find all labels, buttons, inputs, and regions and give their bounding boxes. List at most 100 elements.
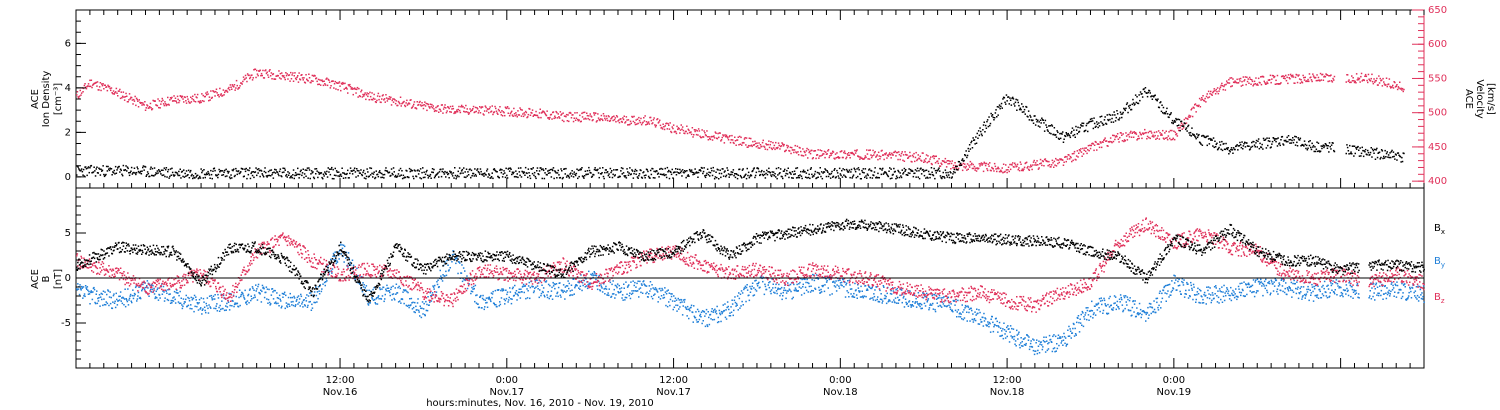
density-series-point <box>353 169 355 171</box>
density-series-point <box>440 168 442 171</box>
density-series-point <box>401 170 403 172</box>
by-series-point <box>460 272 463 274</box>
density-series-point <box>1139 91 1142 93</box>
density-series-point <box>757 168 760 170</box>
by-series-point <box>118 295 120 298</box>
velocity-series-point <box>615 115 618 117</box>
velocity-series-point <box>1005 169 1008 171</box>
density-series-point <box>135 171 138 174</box>
density-series-point <box>914 169 917 171</box>
density-series-point <box>1248 149 1251 151</box>
by-series-point <box>293 297 296 299</box>
velocity-series-point <box>966 169 968 171</box>
by-series-point <box>680 299 683 301</box>
by-series-point <box>325 281 327 283</box>
by-series-point <box>675 299 678 301</box>
velocity-series-point <box>1220 84 1222 87</box>
density-series-point <box>516 173 518 175</box>
by-series-point <box>470 290 473 292</box>
velocity-series-point <box>1209 92 1211 95</box>
density-series-point <box>397 175 399 177</box>
velocity-series-point <box>1021 168 1024 170</box>
velocity-series-point <box>1292 76 1295 78</box>
by-series-point <box>461 264 463 266</box>
by-series-point <box>278 294 281 297</box>
velocity-series-point <box>1303 76 1305 79</box>
velocity-series-point <box>623 115 625 117</box>
density-series-point <box>1014 101 1017 104</box>
density-series-point <box>142 165 145 167</box>
velocity-series-point <box>586 112 588 114</box>
velocity-series-point <box>490 110 493 112</box>
velocity-series-point <box>244 78 246 80</box>
velocity-series-point <box>1080 148 1082 150</box>
density-series-point <box>515 176 518 178</box>
by-series-point <box>232 300 234 302</box>
density-series-point <box>163 167 166 169</box>
velocity-series-point <box>764 148 767 150</box>
velocity-series-point <box>588 118 591 121</box>
velocity-series-point <box>729 141 732 144</box>
density-series-point <box>933 167 935 170</box>
velocity-series-point <box>870 154 872 156</box>
velocity-series-point <box>681 128 683 130</box>
density-series-point <box>1287 135 1290 137</box>
by-series-point <box>367 303 369 305</box>
by-series-point <box>371 298 374 300</box>
by-series-point <box>348 257 350 259</box>
velocity-series-point <box>248 74 250 76</box>
velocity-series-point <box>788 150 791 152</box>
density-series-point <box>941 177 943 180</box>
velocity-series-point <box>78 95 81 97</box>
velocity-series-point <box>491 105 493 107</box>
density-series-point <box>829 177 832 179</box>
velocity-series-point <box>1121 140 1124 142</box>
density-series-point <box>787 167 789 169</box>
by-series-point <box>265 291 267 294</box>
velocity-series-point <box>404 104 406 107</box>
velocity-series-point <box>1308 73 1311 75</box>
velocity-series-point <box>1353 81 1356 84</box>
velocity-series-point <box>1227 82 1229 84</box>
density-series-point <box>288 172 291 174</box>
by-series-point <box>559 282 561 284</box>
velocity-series-point <box>1163 138 1165 140</box>
density-series-point <box>1221 149 1224 152</box>
velocity-series-point <box>909 151 911 154</box>
velocity-series-point <box>604 119 607 121</box>
velocity-series-point <box>1373 78 1375 80</box>
density-series-point <box>1091 117 1093 120</box>
velocity-series-point <box>413 103 415 106</box>
by-series-point <box>248 289 251 291</box>
density-series-point <box>652 168 654 170</box>
velocity-series-point <box>1358 78 1360 81</box>
by-series-point <box>618 292 620 294</box>
velocity-series-point <box>834 158 836 160</box>
velocity-series-point <box>606 119 609 122</box>
velocity-series-point <box>1363 79 1365 82</box>
density-series-point <box>1182 125 1185 127</box>
by-series-point <box>678 299 681 301</box>
by-series-point <box>181 307 184 310</box>
by-series-point <box>543 294 545 297</box>
density-series-point <box>453 177 455 179</box>
velocity-series-point <box>196 96 198 99</box>
velocity-series-point <box>1232 78 1234 80</box>
velocity-series-point <box>738 135 741 138</box>
velocity-series-point <box>296 76 298 79</box>
velocity-series-point <box>538 116 540 119</box>
velocity-series-point <box>882 154 885 156</box>
by-series-point <box>250 299 252 302</box>
velocity-series-point <box>879 155 882 158</box>
density-series-point <box>731 171 734 173</box>
by-series-point <box>509 291 512 293</box>
density-series-point <box>560 168 562 170</box>
velocity-series-point <box>286 73 288 75</box>
velocity-series-point <box>390 104 393 106</box>
velocity-series-point <box>679 132 681 134</box>
density-series-point <box>1315 148 1318 150</box>
density-series-point <box>900 176 903 179</box>
by-series-point <box>678 308 680 310</box>
density-series-point <box>1121 116 1123 119</box>
by-series-point <box>595 278 597 281</box>
